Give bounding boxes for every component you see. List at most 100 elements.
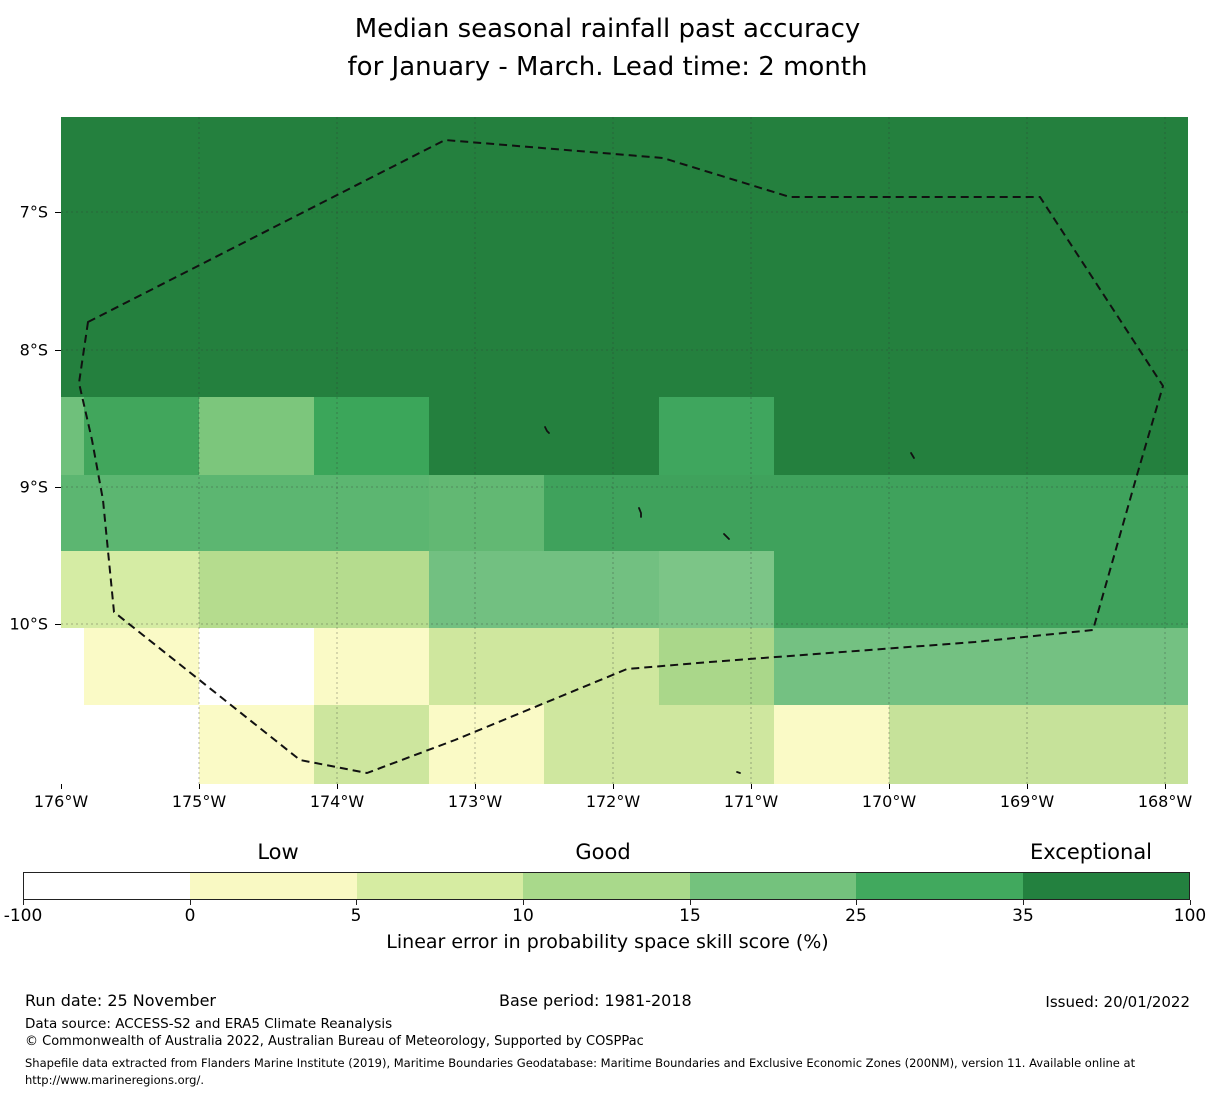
map-cell [889,705,1004,784]
map-cell [199,475,314,551]
colorbar-tick-mark [1023,900,1024,905]
footer-base-period: Base period: 1981-2018 [499,991,692,1010]
island-mark [638,507,642,518]
map-cell [1118,705,1188,784]
colorbar-tick-label: 25 [845,906,867,926]
colorbar-tick-mark [690,900,691,905]
colorbar-tick-mark [523,900,524,905]
map-cell [889,475,1004,551]
map-cell [61,475,84,551]
x-tick-mark [751,784,752,789]
map-cell [774,117,889,397]
map-cell [314,397,429,475]
x-tick-mark [61,784,62,789]
map-cell [659,705,774,784]
x-tick-mark [1165,784,1166,789]
island-mark [910,452,915,459]
map-cell [544,628,659,705]
colorbar-segment [689,873,857,899]
chart-title: Median seasonal rainfall past accuracy f… [0,10,1215,86]
colorbar-segment [190,873,357,899]
map-cell [84,397,199,475]
map-cell [199,628,314,705]
colorbar-tick-label: 5 [350,906,362,926]
colorbar-tick-mark [23,900,24,905]
eez-boundary [78,139,1164,774]
y-tick-label: 8°S [19,340,48,360]
map-cell [659,551,774,628]
map-cell [1118,475,1188,551]
colorbar-tick-label: 10 [512,906,534,926]
y-tick-mark [55,350,61,351]
y-tick-mark [55,212,61,213]
colorbar-segment [356,873,524,899]
map-cell [84,117,199,397]
colorbar-tick-label: 100 [1173,906,1207,926]
map-cell [774,705,889,784]
footer-copyright: © Commonwealth of Australia 2022, Austra… [25,1034,644,1049]
map-cell [889,117,1004,397]
y-tick-mark [55,487,61,488]
colorbar-tick-mark [356,900,357,905]
map-cell [774,551,889,628]
chart-title-line1: Median seasonal rainfall past accuracy [354,14,861,44]
map-cell [61,117,84,397]
x-tick-label: 174°W [309,792,365,811]
colorbar-caption-good: Good [575,840,631,864]
map-cell [61,551,84,628]
colorbar-segment [523,873,690,899]
colorbar [23,872,1190,900]
colorbar-tick-mark [1190,900,1191,905]
map-cell [429,117,544,397]
map-cell [429,397,544,475]
y-tick-label: 10°S [9,614,48,634]
footer-data-source: Data source: ACCESS-S2 and ERA5 Climate … [25,1016,393,1032]
island-mark [736,771,741,774]
map-cell [544,705,659,784]
footer-shapefile-credit-url: http://www.marineregions.org/. [25,1073,204,1087]
footer-issued-date: Issued: 20/01/2022 [1045,993,1190,1011]
map-cell [1004,397,1118,475]
x-tick-label: 175°W [171,792,227,811]
map-plot [61,117,1188,784]
map-cell [314,475,429,551]
map-cell [1118,628,1188,705]
map-cell [544,551,659,628]
map-cell [1004,705,1118,784]
map-cell [1118,551,1188,628]
map-cell [314,551,429,628]
map-cell [774,628,889,705]
colorbar-segment [856,873,1023,899]
map-cell [889,628,1004,705]
map-cell [659,117,774,397]
island-mark [723,533,730,540]
map-cell [84,551,199,628]
map-cell [659,397,774,475]
map-cell [1004,475,1118,551]
map-cell [199,551,314,628]
x-tick-label: 169°W [999,792,1055,811]
map-cell [1004,551,1118,628]
x-tick-mark [1027,784,1028,789]
y-tick-mark [55,624,61,625]
map-cell [429,628,544,705]
y-tick-label: 9°S [19,477,48,497]
map-cell [314,628,429,705]
map-cell [429,705,544,784]
x-tick-label: 172°W [585,792,641,811]
map-cell [889,551,1004,628]
colorbar-tick-mark [856,900,857,905]
map-cell [314,117,429,397]
x-tick-label: 173°W [447,792,503,811]
x-tick-mark [337,784,338,789]
y-tick-label: 7°S [19,202,48,222]
x-tick-mark [613,784,614,789]
map-cell [429,475,544,551]
map-cell [544,397,659,475]
colorbar-tick-label: -100 [3,906,43,926]
map-cell [61,628,84,705]
colorbar-axis-label: Linear error in probability space skill … [386,931,829,953]
map-cell [544,475,659,551]
colorbar-caption-exceptional: Exceptional [1029,840,1153,864]
